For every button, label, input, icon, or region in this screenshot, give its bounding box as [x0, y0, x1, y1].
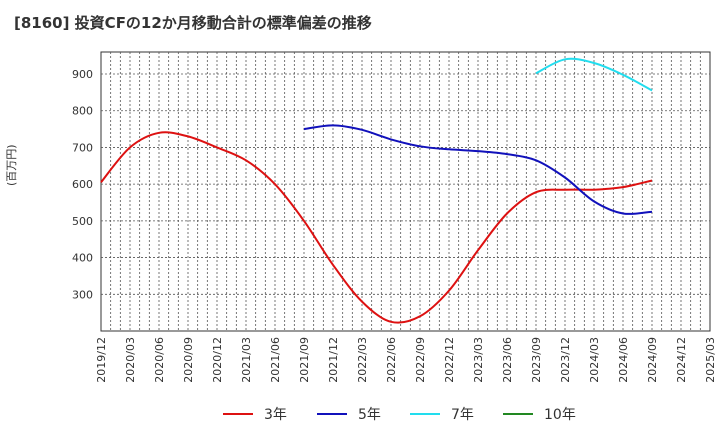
x-tick-label: 2024/03 — [588, 337, 601, 383]
x-tick-label: 2020/03 — [124, 337, 137, 383]
x-tick-label: 2022/12 — [443, 337, 456, 383]
legend-label-10年: 10年 — [544, 407, 576, 423]
y-axis-ticks: 300 400 500 600 700 800 900 — [72, 68, 93, 301]
x-tick-label: 2019/12 — [95, 337, 108, 383]
series-line-5年 — [303, 124, 653, 215]
series-lines — [100, 57, 653, 324]
y-tick-label: 300 — [72, 288, 93, 301]
series-line-7年 — [535, 57, 653, 92]
x-tick-label: 2021/09 — [298, 337, 311, 383]
x-tick-label: 2023/03 — [472, 337, 485, 383]
y-tick-label: 900 — [72, 68, 93, 81]
x-tick-label: 2020/12 — [211, 337, 224, 383]
x-tick-label: 2024/12 — [675, 337, 688, 383]
x-tick-label: 2023/06 — [501, 337, 514, 383]
y-tick-label: 800 — [72, 105, 93, 118]
legend-label-5年: 5年 — [358, 407, 381, 423]
legend-label-7年: 7年 — [451, 407, 474, 423]
x-tick-label: 2021/06 — [269, 337, 282, 383]
legend: 3年 5年 7年 10年 — [223, 407, 576, 423]
x-tick-label: 2023/12 — [559, 337, 572, 383]
x-tick-label: 2022/03 — [356, 337, 369, 383]
x-tick-label: 2020/09 — [182, 337, 195, 383]
chart-title: [8160] 投資CFの12か月移動合計の標準偏差の推移 — [14, 14, 372, 32]
series-line-3年 — [100, 131, 653, 324]
x-tick-label: 2023/09 — [530, 337, 543, 383]
x-tick-label: 2025/03 — [704, 337, 717, 383]
x-tick-label: 2021/12 — [327, 337, 340, 383]
y-tick-label: 700 — [72, 141, 93, 154]
y-tick-label: 500 — [72, 215, 93, 228]
legend-label-3年: 3年 — [264, 407, 287, 423]
x-tick-label: 2021/03 — [240, 337, 253, 383]
x-tick-label: 2020/06 — [153, 337, 166, 383]
x-tick-label: 2024/06 — [617, 337, 630, 383]
x-tick-label: 2022/09 — [414, 337, 427, 383]
plot-area — [100, 51, 711, 332]
x-axis-ticks: 2019/12 2020/03 2020/06 2020/09 2020/12 2021/… — [95, 337, 717, 383]
x-tick-label: 2024/09 — [646, 337, 659, 383]
y-tick-label: 400 — [72, 252, 93, 265]
x-tick-label: 2022/06 — [385, 337, 398, 383]
y-tick-label: 600 — [72, 178, 93, 191]
grid-lines — [101, 52, 710, 331]
